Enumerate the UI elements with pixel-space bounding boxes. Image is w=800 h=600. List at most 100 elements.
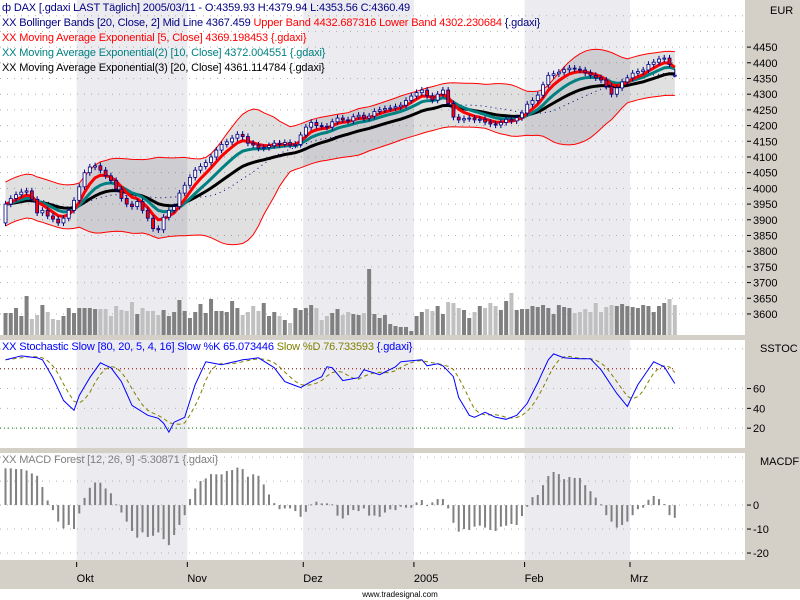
candle-body[interactable] — [119, 188, 124, 199]
candle-body[interactable] — [177, 192, 182, 207]
candle-body[interactable] — [51, 215, 55, 220]
candle-body[interactable] — [488, 121, 493, 125]
candle-body[interactable] — [583, 69, 588, 74]
candle-body[interactable] — [430, 95, 435, 101]
candle-body[interactable] — [145, 209, 150, 219]
candle-body[interactable] — [256, 144, 261, 149]
candle-body[interactable] — [388, 107, 393, 110]
candle-body[interactable] — [393, 106, 398, 109]
candle-body[interactable] — [209, 156, 213, 164]
candle-body[interactable] — [588, 72, 593, 76]
candle-body[interactable] — [288, 142, 292, 146]
candle-body[interactable] — [72, 199, 76, 211]
legend-ema10[interactable]: XX Moving Average Exponential(2) [10, Cl… — [2, 47, 325, 60]
footer-url[interactable]: www.tradesignal.com — [0, 589, 800, 600]
candle-body[interactable] — [114, 180, 119, 190]
legend-macd[interactable]: XX MACD Forest [12, 26, 9] -5.30871 {.gd… — [2, 454, 218, 467]
candle-body[interactable] — [77, 186, 82, 201]
candle-body[interactable] — [166, 209, 171, 218]
candle-body[interactable] — [230, 137, 235, 143]
candle-body[interactable] — [188, 176, 192, 186]
candle-body[interactable] — [319, 125, 324, 127]
candle-body[interactable] — [356, 114, 361, 118]
candle-body[interactable] — [161, 216, 166, 231]
candle-body[interactable] — [140, 201, 145, 211]
candle-body[interactable] — [267, 145, 271, 148]
candle-body[interactable] — [303, 126, 308, 136]
candle-body[interactable] — [246, 136, 250, 144]
candle-body[interactable] — [404, 100, 408, 106]
candle-body[interactable] — [325, 125, 329, 128]
candle-body[interactable] — [61, 217, 66, 224]
candle-body[interactable] — [483, 118, 487, 123]
candle-body[interactable] — [646, 63, 651, 71]
candle-body[interactable] — [35, 198, 40, 214]
candle-body[interactable] — [520, 112, 524, 119]
candle-body[interactable] — [546, 74, 551, 86]
candle-body[interactable] — [383, 108, 387, 111]
candle-body[interactable] — [193, 169, 198, 178]
candle-body[interactable] — [40, 209, 45, 214]
candle-body[interactable] — [298, 134, 303, 145]
candle-body[interactable] — [572, 67, 577, 70]
candle-body[interactable] — [551, 73, 556, 76]
candle-body[interactable] — [409, 95, 414, 101]
candle-body[interactable] — [509, 118, 514, 122]
candle-body[interactable] — [414, 92, 419, 97]
candle-body[interactable] — [124, 198, 129, 205]
candle-body[interactable] — [604, 79, 609, 87]
legend-dax[interactable]: ф DAX [.gdaxi LAST Täglich] 2005/03/11 -… — [2, 2, 410, 15]
candle-body[interactable] — [657, 58, 661, 63]
candle-body[interactable] — [530, 100, 535, 105]
candle-body[interactable] — [609, 85, 614, 95]
candle-body[interactable] — [641, 69, 646, 72]
candle-body[interactable] — [398, 104, 403, 108]
candle-body[interactable] — [3, 203, 8, 224]
candle-body[interactable] — [261, 147, 266, 149]
candle-body[interactable] — [425, 89, 430, 97]
candle-body[interactable] — [562, 69, 567, 73]
candle-body[interactable] — [472, 117, 477, 121]
candle-body[interactable] — [203, 162, 208, 167]
candle-body[interactable] — [314, 122, 319, 126]
candle-body[interactable] — [446, 89, 451, 105]
candle-body[interactable] — [172, 206, 177, 211]
candle-body[interactable] — [636, 71, 640, 74]
candle-body[interactable] — [462, 118, 466, 121]
candle-body[interactable] — [630, 72, 635, 79]
candle-body[interactable] — [335, 117, 340, 123]
legend-ema5[interactable]: XX Moving Average Exponential [5, Close]… — [2, 32, 307, 45]
candle-body[interactable] — [467, 117, 472, 120]
candle-body[interactable] — [556, 71, 561, 75]
candle-body[interactable] — [578, 68, 582, 71]
candle-body[interactable] — [498, 122, 503, 126]
candle-body[interactable] — [8, 198, 13, 205]
candle-body[interactable] — [251, 142, 256, 146]
candle-body[interactable] — [372, 111, 377, 117]
candle-body[interactable] — [135, 201, 140, 207]
candle-body[interactable] — [240, 133, 245, 137]
candle-body[interactable] — [451, 103, 456, 118]
candle-body[interactable] — [282, 142, 287, 145]
candle-body[interactable] — [93, 165, 97, 168]
candle-body[interactable] — [182, 184, 187, 194]
candle-body[interactable] — [309, 122, 314, 128]
candle-body[interactable] — [98, 165, 103, 171]
candle-body[interactable] — [599, 77, 603, 81]
candle-body[interactable] — [272, 142, 277, 147]
candle-body[interactable] — [541, 84, 545, 96]
candle-body[interactable] — [29, 190, 34, 200]
candle-body[interactable] — [567, 67, 572, 71]
price-axis[interactable] — [745, 0, 800, 335]
candle-body[interactable] — [224, 141, 229, 145]
candle-body[interactable] — [151, 217, 155, 229]
candle-body[interactable] — [109, 175, 113, 181]
candle-body[interactable] — [535, 94, 540, 101]
candle-body[interactable] — [672, 74, 677, 77]
candle-body[interactable] — [45, 209, 50, 217]
candle-body[interactable] — [367, 115, 372, 119]
candle-body[interactable] — [525, 103, 530, 114]
candle-body[interactable] — [87, 166, 92, 174]
candle-body[interactable] — [277, 142, 282, 145]
candle-body[interactable] — [198, 166, 203, 171]
